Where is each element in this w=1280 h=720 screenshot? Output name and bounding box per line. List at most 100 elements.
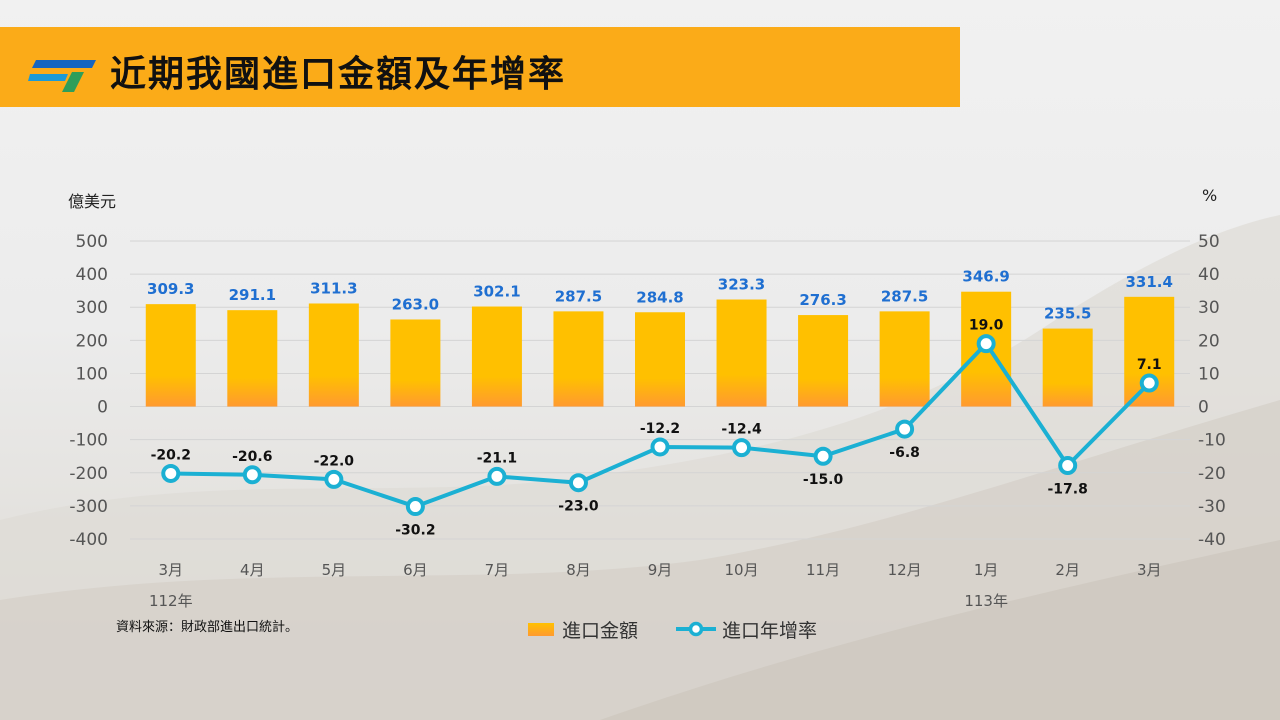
y-tick-label-right: -20: [1198, 464, 1226, 484]
bar-value-label: 287.5: [555, 287, 602, 305]
x-tick-label: 5月: [322, 561, 347, 579]
line-value-label: -17.8: [1048, 481, 1088, 497]
bar: [390, 319, 441, 407]
y-tick-label-right: -40: [1198, 530, 1226, 550]
legend-bar-label: 進口金額: [562, 619, 639, 642]
left-axis-unit: 億美元: [68, 192, 117, 211]
line-point: [895, 419, 915, 439]
y-tick-label-right: 20: [1198, 331, 1220, 351]
bar-value-label: 311.3: [310, 279, 357, 297]
chart-legend: 進口金額 進口年增率: [528, 614, 855, 644]
line-point: [732, 438, 752, 458]
x-tick-label: 6月: [403, 561, 428, 579]
x-tick-label: 8月: [566, 561, 591, 579]
line-value-label: -22.0: [314, 453, 355, 469]
bar-value-label: 284.8: [636, 288, 683, 306]
right-axis-unit: %: [1202, 186, 1218, 205]
y-tick-label-right: -30: [1198, 497, 1226, 517]
line-point: [813, 446, 833, 466]
y-tick-label-left: 200: [76, 331, 108, 351]
x-tick-label: 11月: [806, 561, 840, 579]
bar-value-label: 323.3: [718, 276, 765, 294]
y-tick-label-left: 500: [76, 232, 108, 252]
bar: [227, 310, 278, 407]
line-point: [242, 465, 262, 485]
legend-line-label: 進口年增率: [722, 619, 818, 642]
line-value-label: -20.6: [232, 449, 272, 465]
bar-value-label: 276.3: [799, 291, 846, 309]
bar: [145, 304, 196, 407]
bar: [471, 306, 522, 407]
y-tick-label-left: 300: [76, 298, 108, 318]
y-tick-label-left: -200: [69, 464, 108, 484]
line-value-label: 7.1: [1137, 357, 1162, 373]
y-tick-label-left: -300: [69, 497, 108, 517]
y-tick-label-right: 0: [1198, 398, 1209, 418]
y-tick-label-left: 0: [97, 398, 108, 418]
bar: [308, 303, 359, 407]
bar-value-label: 331.4: [1126, 273, 1173, 291]
line-value-label: 19.0: [969, 318, 1004, 334]
y-tick-label-right: 10: [1198, 364, 1220, 384]
bar: [1042, 328, 1093, 407]
y-tick-label-left: -400: [69, 530, 108, 550]
y-tick-label-right: 50: [1198, 232, 1220, 252]
y-tick-label-left: 100: [76, 364, 108, 384]
line-point: [405, 497, 425, 517]
y-tick-label-right: -10: [1198, 431, 1226, 451]
title-bar: [0, 27, 960, 107]
bar-value-label: 263.0: [392, 295, 439, 313]
x-tick-label: 12月: [888, 561, 922, 579]
line-point: [650, 437, 670, 457]
legend-bar-swatch: [528, 622, 554, 636]
source-note: 資料來源：財政部進出口統計。: [116, 620, 299, 635]
line-value-label: -12.4: [721, 422, 762, 438]
logo-icon: [28, 60, 96, 92]
line-value-label: -20.2: [151, 447, 191, 463]
line-point: [976, 334, 996, 354]
x-tick-label: 10月: [724, 561, 758, 579]
x-tick-label: 1月: [974, 561, 999, 579]
x-tick-label: 7月: [485, 561, 510, 579]
x-tick-label: 9月: [648, 561, 673, 579]
line-value-label: -12.2: [640, 421, 680, 437]
legend-item-bar: 進口金額: [528, 616, 638, 643]
bar-value-label: 287.5: [881, 287, 928, 305]
bar-value-label: 235.5: [1044, 305, 1091, 323]
legend-item-line: 進口年增率: [676, 616, 817, 643]
bar-value-label: 309.3: [147, 280, 194, 298]
x-tick-label: 3月: [158, 561, 183, 579]
x-year-label: 112年: [149, 592, 193, 610]
y-tick-label-left: 400: [76, 265, 108, 285]
line-point: [161, 463, 181, 483]
line-value-label: -21.1: [477, 450, 517, 466]
bar: [635, 312, 685, 407]
line-value-label: -23.0: [558, 499, 599, 515]
bar-value-label: 302.1: [473, 283, 520, 301]
x-tick-label: 3月: [1137, 561, 1162, 579]
line-value-label: -6.8: [889, 445, 920, 461]
x-tick-label: 4月: [240, 561, 265, 579]
y-tick-label-right: 30: [1198, 298, 1220, 318]
bar: [553, 311, 604, 407]
legend-line-marker: [676, 621, 717, 637]
line-point: [487, 466, 507, 486]
bar: [879, 311, 930, 407]
bar-value-label: 346.9: [962, 268, 1009, 286]
line-point: [568, 473, 588, 493]
x-tick-label: 2月: [1055, 561, 1080, 579]
bar-value-label: 291.1: [229, 286, 276, 304]
y-tick-label-left: -100: [69, 431, 108, 451]
bar: [716, 299, 767, 407]
bar: [798, 315, 849, 407]
line-value-label: -30.2: [395, 523, 435, 539]
line-point: [1139, 373, 1159, 393]
y-tick-label-right: 40: [1198, 265, 1220, 285]
x-year-label: 113年: [964, 592, 1008, 610]
line-point: [1058, 455, 1078, 475]
line-value-label: -15.0: [803, 472, 844, 488]
page-title: 近期我國進口金額及年增率: [110, 54, 567, 95]
line-point: [324, 469, 344, 489]
